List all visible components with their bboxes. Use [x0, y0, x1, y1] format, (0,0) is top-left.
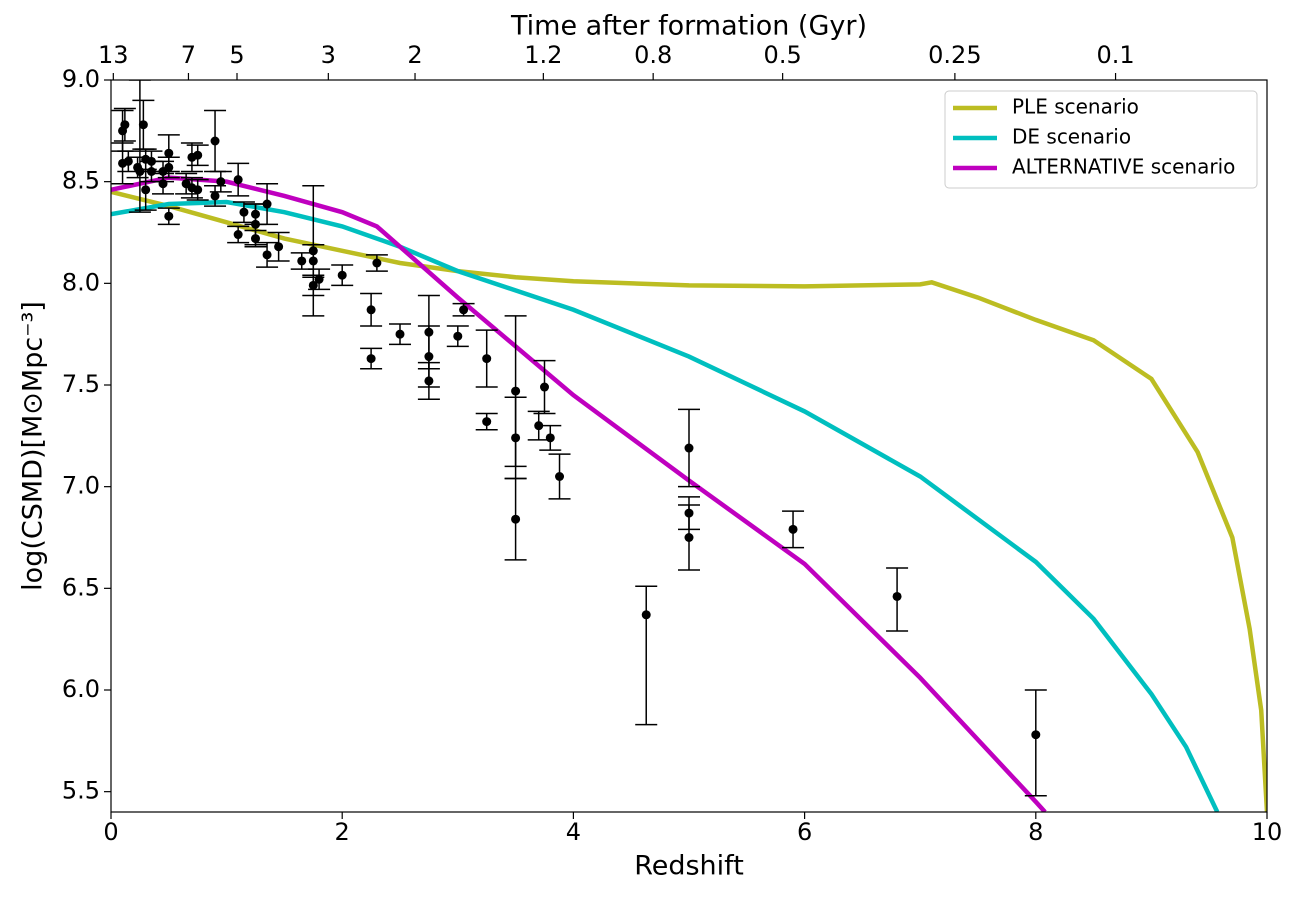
x2-tick-label: 0.1	[1096, 41, 1134, 69]
legend-label: ALTERNATIVE scenario	[1012, 155, 1235, 179]
point	[239, 207, 249, 217]
point	[138, 120, 148, 130]
x2-tick-label: 2	[407, 41, 422, 69]
point	[424, 352, 434, 362]
point	[372, 258, 382, 268]
point	[308, 256, 318, 266]
point	[366, 354, 376, 364]
point	[141, 185, 151, 195]
y-tick-label: 8.5	[62, 167, 100, 195]
x2-tick-label: 7	[181, 41, 196, 69]
x-tick-label: 2	[335, 818, 350, 846]
point	[424, 376, 434, 386]
point	[274, 242, 284, 252]
point	[193, 150, 203, 160]
point	[262, 199, 272, 209]
y-tick-label: 5.5	[62, 777, 100, 805]
x-tick-label: 4	[566, 818, 581, 846]
plot-frame	[110, 79, 1268, 813]
x-tick-label: 10	[1252, 818, 1283, 846]
point	[684, 533, 694, 542]
point	[366, 305, 376, 315]
point	[164, 148, 174, 158]
x2-tick-label: 0.25	[928, 41, 981, 69]
point	[233, 230, 243, 240]
x2-axis-label: Time after formation (Gyr)	[510, 11, 867, 42]
x2-tick-label: 5	[229, 41, 244, 69]
point	[120, 120, 130, 130]
point	[555, 472, 565, 481]
y-tick-label: 8.0	[62, 268, 100, 296]
point	[545, 433, 555, 443]
x-tick-label: 0	[103, 818, 118, 846]
point	[788, 524, 798, 534]
x2-tick-label: 1.2	[524, 41, 562, 69]
y-tick-label: 7.0	[62, 472, 100, 500]
point	[210, 191, 220, 201]
point	[146, 167, 156, 176]
point	[337, 270, 347, 280]
point	[395, 329, 405, 339]
legend-label: DE scenario	[1012, 125, 1131, 149]
error-bar	[1024, 689, 1047, 797]
point	[459, 305, 469, 315]
y-tick-label: 9.0	[62, 65, 100, 93]
x-axis-label: Redshift	[634, 851, 744, 882]
point	[314, 274, 324, 284]
x-tick-label: 6	[797, 818, 812, 846]
point	[453, 331, 463, 341]
x2-tick-label: 0.8	[634, 41, 672, 69]
point	[511, 386, 521, 396]
y-axis-label: log(CSMD)[M⊙Mpc⁻³]	[18, 301, 49, 591]
point	[308, 280, 318, 290]
point	[511, 514, 521, 524]
point	[164, 211, 174, 221]
line	[111, 199, 1220, 812]
point	[164, 162, 174, 172]
point	[511, 433, 521, 443]
point	[684, 443, 694, 453]
x2-tick-label: 0.5	[764, 41, 802, 69]
x2-tick-label: 3	[321, 41, 336, 69]
point	[482, 417, 492, 427]
legend-label: PLE scenario	[1012, 95, 1139, 119]
point	[534, 421, 544, 431]
point	[233, 175, 243, 185]
point	[216, 177, 226, 187]
x2-tick-label: 13	[98, 41, 129, 69]
error-bar	[128, 80, 151, 213]
y-tick-label: 7.5	[62, 370, 100, 398]
point	[297, 256, 307, 266]
point	[123, 156, 133, 166]
error-bar	[635, 585, 658, 726]
plot-area	[111, 80, 1267, 812]
point	[210, 136, 220, 146]
point	[482, 354, 492, 364]
y-tick-label: 6.5	[62, 573, 100, 601]
point	[892, 591, 902, 601]
y-tick-label: 6.0	[62, 675, 100, 703]
point	[193, 185, 203, 195]
line	[111, 175, 1047, 812]
point	[262, 250, 272, 260]
point	[251, 219, 260, 229]
x-tick-label: 8	[1028, 818, 1043, 846]
legend-box	[944, 90, 1258, 189]
point	[540, 382, 549, 392]
point	[1031, 730, 1041, 740]
point	[641, 610, 651, 620]
